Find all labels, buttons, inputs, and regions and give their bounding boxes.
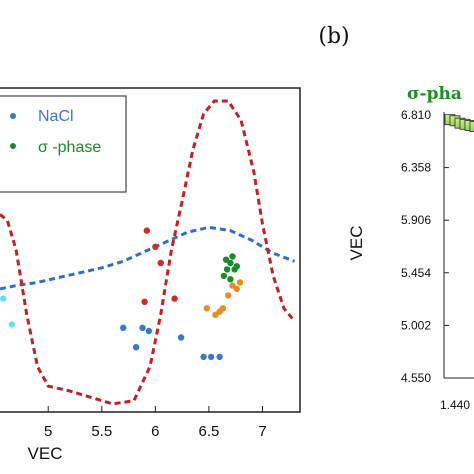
y-tick-label-b-2: 5.906 (401, 213, 431, 227)
point-red-3 (141, 298, 148, 305)
point-red-0 (143, 227, 150, 234)
x-tick-marks-a (47, 406, 263, 412)
point-nacl-7 (216, 353, 223, 361)
legend-a: NaCl σ -phase (0, 95, 127, 193)
point-nacl-0 (120, 324, 127, 331)
curves-a (0, 99, 296, 406)
legend-label-sigma: σ -phase (38, 139, 101, 156)
point-nacl-6 (207, 353, 215, 361)
point-sigma-6 (227, 276, 234, 283)
point-nacl-1 (132, 344, 140, 351)
panel-a: 5 5.5 6 6.5 7 VEC NaCl σ -phase (0, 87, 301, 463)
point-red-1 (152, 243, 159, 250)
point-sigma-1 (223, 266, 231, 273)
point-cyan-1 (8, 321, 15, 328)
curve-blue-dashed (0, 225, 296, 291)
point-nacl-3 (145, 327, 153, 335)
legend-marker-sigma (10, 143, 16, 149)
point-red-4 (171, 295, 178, 302)
point-sigma-4 (222, 256, 230, 263)
x-tick-label-a-3: 6.5 (198, 423, 219, 440)
point-orange-3 (219, 305, 227, 312)
point-nacl-5 (200, 353, 207, 361)
point-sigma-7 (233, 263, 240, 270)
y-tick-label-b-5: 4.550 (401, 371, 431, 385)
panel-b: (b) σ-pha VEC 6.810 6.358 5.906 5.454 5.002 4… (318, 24, 474, 412)
chart-title-b: σ-pha (407, 84, 462, 104)
x-tick-label-a-1: 5.5 (91, 423, 112, 440)
point-orange-7 (236, 279, 244, 286)
y-axis-title-b: VEC (347, 226, 366, 261)
x-axis-title-a: VEC (28, 444, 63, 463)
point-red-2 (157, 259, 164, 267)
x-tick-label-a-2: 6 (151, 423, 159, 440)
x-tick-labels-a: 5 5.5 6 6.5 7 (44, 423, 267, 440)
y-tick-label-b-4: 5.002 (401, 318, 431, 332)
y-tick-label-b-0: 6.810 (401, 108, 431, 122)
point-cyan-0 (0, 295, 7, 302)
curve-red-dashed (0, 99, 296, 406)
legend-label-nacl: NaCl (38, 108, 74, 125)
legend-box (0, 95, 127, 193)
x-tick-label-b-0: 1.440 (440, 398, 470, 412)
point-sigma-0 (220, 272, 228, 280)
y-ticks-b: 6.810 6.358 5.906 5.454 5.002 4.550 (401, 108, 449, 385)
point-orange-0 (203, 305, 210, 312)
point-nacl-2 (139, 324, 146, 331)
point-sigma-3 (229, 253, 236, 260)
y-tick-label-b-1: 6.358 (401, 161, 431, 175)
point-orange-6 (233, 285, 240, 293)
point-orange-4 (225, 292, 232, 299)
points-a (0, 227, 244, 361)
panel-label-b: (b) (318, 24, 349, 49)
markers-b (444, 114, 474, 133)
marker-b-5 (469, 121, 474, 133)
legend-marker-nacl (10, 113, 16, 119)
x-tick-label-a-4: 7 (258, 423, 266, 440)
point-nacl-4 (177, 334, 185, 341)
y-tick-label-b-3: 5.454 (401, 266, 431, 280)
x-tick-label-a-0: 5 (44, 423, 52, 440)
